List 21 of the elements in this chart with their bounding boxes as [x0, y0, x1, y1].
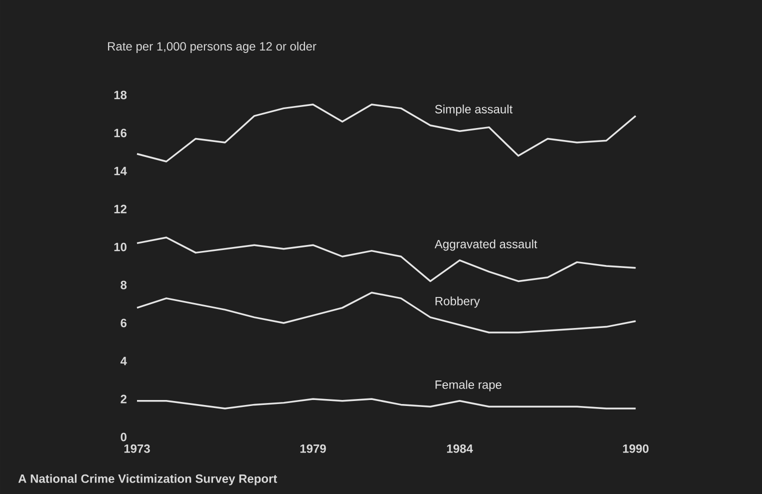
y-tick-label: 4	[120, 356, 127, 366]
x-tick-label: 1979	[300, 444, 326, 453]
y-tick-label: 6	[120, 318, 127, 328]
y-tick-label: 18	[114, 90, 127, 100]
series-label: Aggravated assault	[434, 240, 538, 251]
y-tick-label: 16	[114, 128, 127, 138]
y-axis-title: Rate per 1,000 persons age 12 or older	[108, 42, 316, 53]
y-tick-label: 14	[114, 166, 127, 176]
text: A National Crime Victimization Survey Report	[18, 474, 278, 486]
line-series	[136, 104, 637, 162]
series-label: Simple assault	[435, 104, 513, 116]
y-tick-label: 8	[120, 280, 127, 290]
y-tick-label: 12	[114, 204, 126, 214]
y-tick-label: 10	[114, 242, 126, 252]
series-label: Female rape	[436, 380, 502, 392]
x-tick-label: 1990	[623, 444, 649, 453]
x-tick-label: 1973	[124, 444, 150, 453]
x-tick-label: 1984	[447, 444, 473, 453]
y-tick-label: 2	[120, 394, 126, 404]
series-label: Robbery	[436, 296, 480, 308]
y-tick-label: 0	[120, 432, 126, 442]
